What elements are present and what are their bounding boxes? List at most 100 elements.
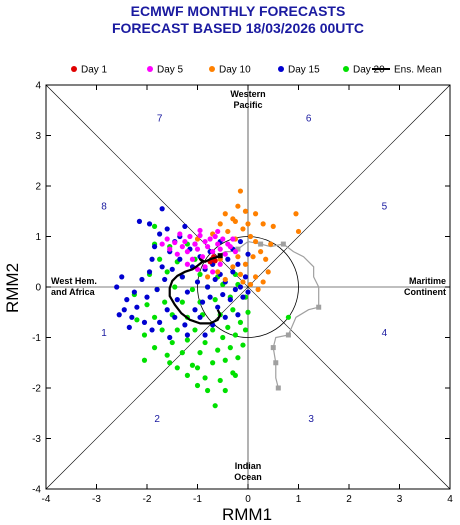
point-day-15 [119,274,125,280]
point-day-10 [252,274,259,280]
point-day-1 [212,258,218,264]
point-day-20 [164,352,170,358]
region-label-left: West Hem. [51,276,97,286]
x-tick-label: 3 [397,494,403,505]
point-day-15 [240,294,246,300]
point-day-5 [177,231,183,237]
point-day-20 [202,375,208,381]
point-day-5 [212,233,218,240]
point-day-20 [245,309,251,315]
point-day-5 [187,233,193,240]
y-tick-label: 1 [35,232,41,243]
legend-label: Day 1 [81,65,108,76]
point-day-15 [146,269,153,275]
point-day-15 [162,276,168,283]
point-day-20 [232,332,238,338]
point-day-15 [124,297,130,303]
point-day-15 [164,307,170,313]
point-day-15 [121,307,127,313]
point-day-15 [237,284,244,290]
point-day-5 [194,246,201,252]
point-day-10 [242,208,249,214]
x-tick-label: 0 [245,494,251,505]
point-day-5 [199,254,206,260]
point-day-15 [146,221,153,227]
point-day-20 [151,314,158,320]
point-day-10 [268,241,274,247]
point-day-20 [210,360,216,366]
point-day-15 [202,332,208,338]
point-day-20 [179,350,185,356]
point-day-20 [157,256,163,262]
point-day-15 [242,274,249,280]
region-label-top: Western [230,89,265,99]
point-day-10 [255,286,261,293]
point-day-10 [270,223,276,229]
point-day-10 [232,218,238,224]
point-day-10 [295,228,302,235]
point-day-10 [245,221,251,227]
point-day-15 [159,206,165,212]
point-day-15 [164,226,170,232]
point-day-20 [141,332,148,338]
region-label-top: Pacific [233,100,262,110]
point-day-15 [141,319,148,325]
legend-marker [71,66,77,72]
point-day-5 [202,264,208,270]
point-day-20 [202,339,208,346]
observed-marker [270,345,276,351]
point-day-20 [169,339,175,346]
point-day-15 [215,304,221,310]
y-tick-label: -1 [32,333,41,344]
point-day-5 [210,269,216,275]
point-day-5 [184,261,190,267]
point-day-20 [197,350,203,356]
point-day-15 [182,322,188,328]
observed-marker [258,241,264,247]
point-day-5 [205,244,211,250]
x-tick-label: 1 [296,494,302,505]
point-day-20 [222,387,228,394]
point-day-20 [184,372,190,378]
point-day-10 [252,211,259,217]
point-day-15 [245,251,251,257]
point-day-20 [212,403,218,409]
y-tick-label: 2 [35,182,41,193]
point-day-15 [192,307,198,313]
point-day-20 [151,345,158,351]
phase-number: 1 [101,328,107,339]
observed-analysis-line [219,240,320,389]
point-day-15 [222,314,228,320]
point-day-5 [189,256,196,262]
point-day-20 [227,345,233,351]
point-day-20 [197,271,203,277]
y-axis-label: RMM2 [3,263,22,313]
point-day-5 [222,251,228,257]
x-tick-label: -4 [42,494,51,505]
observed-marker [285,332,291,338]
point-day-5 [210,249,216,255]
phase-number: 2 [154,414,160,425]
phase-number: 6 [306,113,312,124]
point-day-5 [207,236,213,242]
point-day-10 [240,279,246,285]
point-day-20 [194,365,201,371]
point-day-15 [157,231,163,237]
point-day-20 [210,327,216,333]
point-day-5 [167,246,173,252]
legend-label: Ens. Mean [394,65,442,76]
point-day-20 [159,327,165,333]
phase-number: 8 [101,202,107,213]
point-day-15 [169,266,175,272]
point-day-20 [225,324,231,330]
region-label-right: Continent [404,287,446,297]
point-day-15 [172,314,178,320]
point-day-5 [232,249,238,255]
point-day-10 [237,188,244,194]
point-day-15 [174,297,180,303]
point-day-20 [174,365,180,371]
point-day-15 [116,312,122,318]
point-day-15 [167,334,173,341]
point-day-15 [220,291,226,298]
observed-marker [273,360,279,366]
